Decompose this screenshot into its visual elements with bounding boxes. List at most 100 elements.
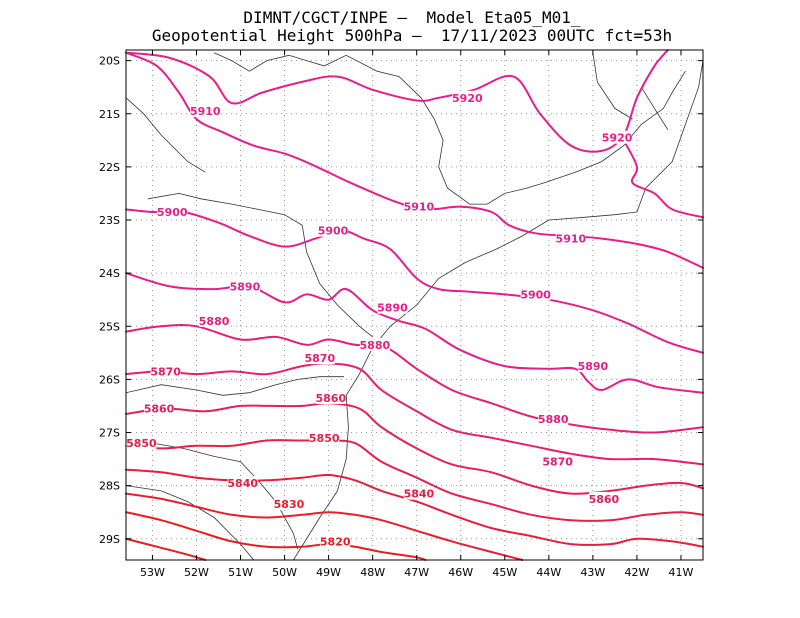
contour-label-bg — [602, 130, 633, 144]
contour-label-bg — [359, 337, 390, 351]
x-tick-label: 45W — [492, 566, 517, 579]
contour-label: 5920 — [602, 132, 633, 145]
contour-5850 — [125, 439, 704, 522]
y-tick-label: 28S — [99, 480, 120, 493]
contour-label: 5910 — [190, 105, 221, 118]
contour-label: 5840 — [227, 477, 258, 490]
contour-label: 5900 — [520, 288, 551, 301]
contour-label: 5910 — [404, 201, 435, 214]
coastline — [293, 60, 704, 561]
x-tick-label: 47W — [404, 566, 429, 579]
contour-5820 — [125, 511, 427, 561]
contour-label-bg — [227, 475, 258, 489]
x-tick-label: 53W — [140, 566, 165, 579]
y-tick-label: 20S — [99, 55, 120, 68]
contour-label-bg — [542, 454, 573, 468]
contour-labels: 5920 5920 5910 5910 5910 5900 5900 5900 5890 5890… — [126, 90, 633, 548]
x-tick-label: 43W — [580, 566, 605, 579]
y-tick-label: 22S — [99, 161, 120, 174]
contour-label-bg — [403, 486, 434, 500]
contour-label: 5880 — [199, 315, 230, 328]
x-tick-label: 52W — [184, 566, 209, 579]
contour-label-bg — [150, 364, 181, 378]
contour-5920 — [622, 139, 704, 219]
contour-label: 5880 — [538, 413, 569, 426]
y-tick-label: 29S — [99, 533, 120, 546]
y-tick-label: 25S — [99, 320, 120, 333]
x-tick-label: 44W — [536, 566, 561, 579]
contour-label-bg — [144, 401, 175, 415]
contour-label: 5860 — [316, 392, 347, 405]
y-axis-ticks: 20S 21S 22S 23S 24S 25S 26S 27S 28S 29S — [99, 55, 703, 546]
state-border — [147, 192, 373, 338]
state-border — [125, 97, 206, 173]
x-tick-label: 48W — [360, 566, 385, 579]
contour-5860 — [125, 402, 704, 495]
x-tick-label: 41W — [669, 566, 694, 579]
x-tick-label: 49W — [316, 566, 341, 579]
contour-label-bg — [126, 436, 157, 450]
contour-label: 5820 — [320, 535, 351, 548]
contour-label-bg — [320, 534, 351, 548]
contour-5830 — [125, 492, 524, 561]
y-tick-label: 21S — [99, 108, 120, 121]
contour-label-bg — [577, 359, 608, 373]
plot-frame — [125, 49, 704, 561]
contour-label-bg — [309, 430, 340, 444]
coastline — [125, 485, 255, 561]
contour-label: 5870 — [304, 352, 335, 365]
contour-label: 5880 — [360, 339, 391, 352]
contour-label-bg — [199, 313, 230, 327]
contour-5870 — [125, 362, 704, 466]
state-border — [125, 437, 299, 550]
contour-label-bg — [520, 287, 551, 301]
state-border — [592, 52, 633, 120]
contour-label: 5910 — [556, 233, 587, 246]
contour-label-bg — [304, 351, 335, 365]
contour-label: 5860 — [589, 493, 620, 506]
state-border — [640, 86, 669, 130]
y-tick-label: 26S — [99, 373, 120, 386]
x-tick-label: 51W — [228, 566, 253, 579]
x-tick-label: 42W — [624, 566, 649, 579]
contour-label: 5890 — [230, 280, 261, 293]
contour-label-bg — [555, 231, 586, 245]
contour-5810 — [125, 537, 207, 561]
x-tick-label: 46W — [448, 566, 473, 579]
contour-label-bg — [190, 104, 221, 118]
contour-label-bg — [538, 412, 569, 426]
contour-label-bg — [377, 300, 408, 314]
state-border — [125, 376, 344, 396]
contour-5900 — [125, 208, 704, 354]
y-tick-label: 23S — [99, 214, 120, 227]
plot-background — [126, 50, 703, 560]
contour-label: 5840 — [404, 488, 435, 501]
contour-label: 5830 — [274, 498, 305, 511]
state-border — [213, 52, 686, 205]
y-tick-label: 27S — [99, 427, 120, 440]
contour-label: 5890 — [578, 360, 609, 373]
contour-label-bg — [157, 205, 188, 219]
contour-label: 5870 — [150, 365, 181, 378]
contour-label-bg — [452, 90, 483, 104]
contour-label: 5900 — [318, 225, 349, 238]
x-axis-ticks: 53W 52W 51W 50W 49W 48W 47W 46W 45W 44W 43W 42W 41W — [140, 50, 694, 579]
contour-label-bg — [229, 279, 260, 293]
chart-title-line1: DIMNT/CGCT/INPE – Model Eta05_M01_ — [243, 8, 581, 27]
grid-lines — [126, 50, 703, 560]
contour-label-bg — [273, 497, 304, 511]
contour-label-bg — [315, 390, 346, 404]
contour-label: 5850 — [126, 437, 157, 450]
contour-label-bg — [588, 491, 619, 505]
contour-label: 5890 — [377, 302, 408, 315]
y-tick-label: 24S — [99, 267, 120, 280]
map-boundaries — [125, 52, 704, 561]
contour-label: 5860 — [144, 403, 175, 416]
contour-label: 5850 — [309, 432, 340, 445]
contour-label: 5900 — [157, 206, 188, 219]
x-tick-label: 50W — [272, 566, 297, 579]
contour-label: 5870 — [542, 456, 573, 469]
contour-label-bg — [318, 223, 349, 237]
contour-label-bg — [403, 199, 434, 213]
